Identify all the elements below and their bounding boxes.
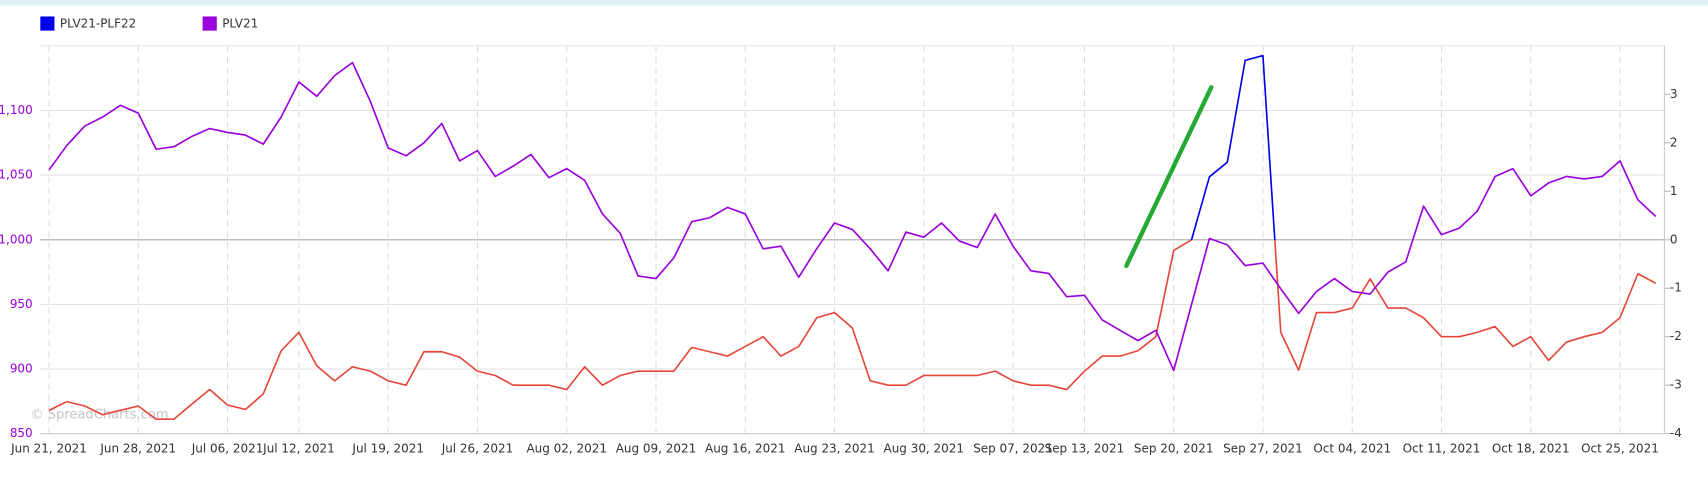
legend-label: PLV21 [222, 17, 258, 31]
y-tick-label: 950 [10, 297, 33, 311]
x-tick-label: Aug 02, 2021 [526, 441, 606, 455]
y-tick-label: 850 [10, 426, 33, 440]
x-tick-label: Sep 20, 2021 [1134, 441, 1214, 455]
x-tick-label: Sep 07, 2021 [973, 441, 1053, 455]
watermark: © SpreadCharts.com [31, 408, 169, 423]
x-tick-label: Oct 18, 2021 [1492, 441, 1570, 455]
y2-tick-label: -3 [1670, 378, 1682, 392]
x-tick-label: Aug 16, 2021 [705, 441, 785, 455]
x-tick-label: Oct 11, 2021 [1403, 441, 1481, 455]
legend-swatch [40, 16, 55, 31]
y2-tick-label: -4 [1670, 426, 1682, 440]
legend-label: PLV21-PLF22 [60, 17, 136, 31]
y2-tick-label: 1 [1670, 184, 1678, 198]
x-tick-label: Jul 19, 2021 [351, 441, 424, 455]
y-tick-label: 1,100 [0, 103, 33, 117]
y-tick-label: 1,000 [0, 232, 33, 246]
y2-tick-label: 3 [1670, 87, 1678, 101]
x-tick-label: Jul 06, 2021 [191, 441, 264, 455]
y-tick-label: 900 [10, 362, 33, 376]
y2-tick-label: -2 [1670, 329, 1682, 343]
x-tick-label: Sep 13, 2021 [1045, 441, 1125, 455]
y2-tick-label: 0 [1670, 232, 1678, 246]
x-tick-label: Sep 27, 2021 [1223, 441, 1303, 455]
y2-tick-label: -1 [1670, 281, 1682, 295]
legend-swatch [202, 16, 217, 31]
drawn-annotation [1124, 85, 1214, 269]
x-tick-label: Aug 09, 2021 [616, 441, 696, 455]
series-line [48, 61, 1657, 372]
x-tick-label: Aug 30, 2021 [884, 441, 964, 455]
x-tick-label: Jun 28, 2021 [99, 441, 176, 455]
series-line [48, 54, 1657, 420]
x-tick-label: Jul 12, 2021 [262, 441, 335, 455]
y-tick-label: 1,050 [0, 168, 33, 182]
x-tick-label: Aug 23, 2021 [794, 441, 874, 455]
y2-tick-label: 2 [1670, 135, 1678, 149]
x-tick-label: Oct 25, 2021 [1581, 441, 1659, 455]
top-strip [0, 0, 1708, 6]
x-tick-label: Jun 21, 2021 [10, 441, 87, 455]
x-tick-label: Jul 26, 2021 [441, 441, 514, 455]
x-tick-label: Oct 04, 2021 [1313, 441, 1391, 455]
